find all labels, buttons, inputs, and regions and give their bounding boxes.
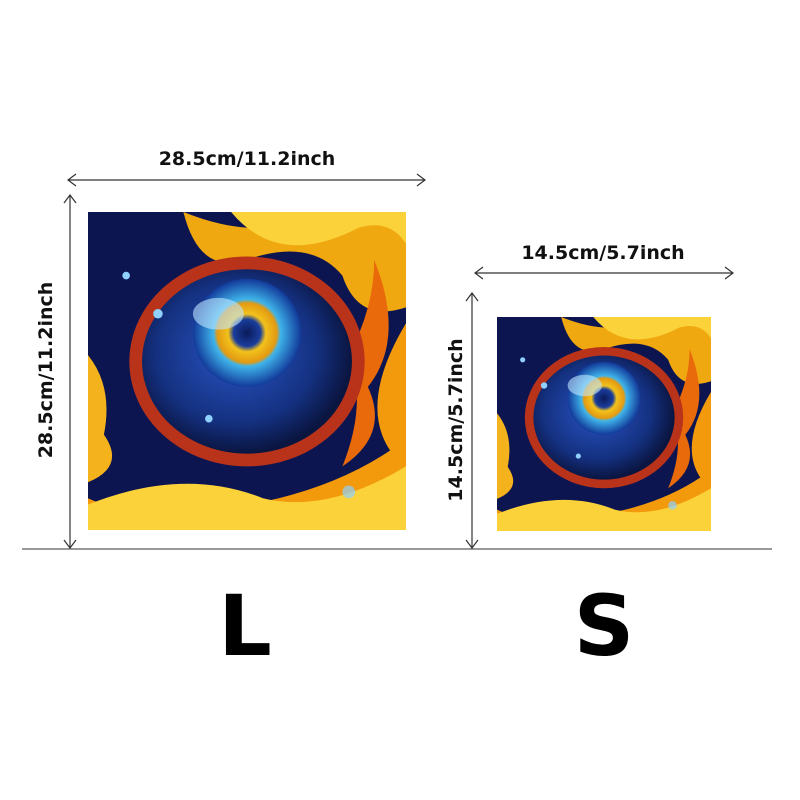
height-label: 14.5cm/5.7inch [445, 338, 467, 501]
size-label: L [218, 577, 272, 675]
height-arrow-large [63, 194, 77, 549]
height-label: 28.5cm/11.2inch [35, 282, 57, 459]
product-image-large [88, 212, 406, 530]
width-arrow-large [67, 173, 426, 187]
size-label: S [574, 577, 635, 675]
width-label: 14.5cm/5.7inch [521, 242, 684, 264]
width-arrow-small [474, 266, 734, 280]
height-arrow-small [465, 292, 479, 549]
width-label: 28.5cm/11.2inch [159, 148, 336, 170]
product-image-small [497, 317, 711, 531]
